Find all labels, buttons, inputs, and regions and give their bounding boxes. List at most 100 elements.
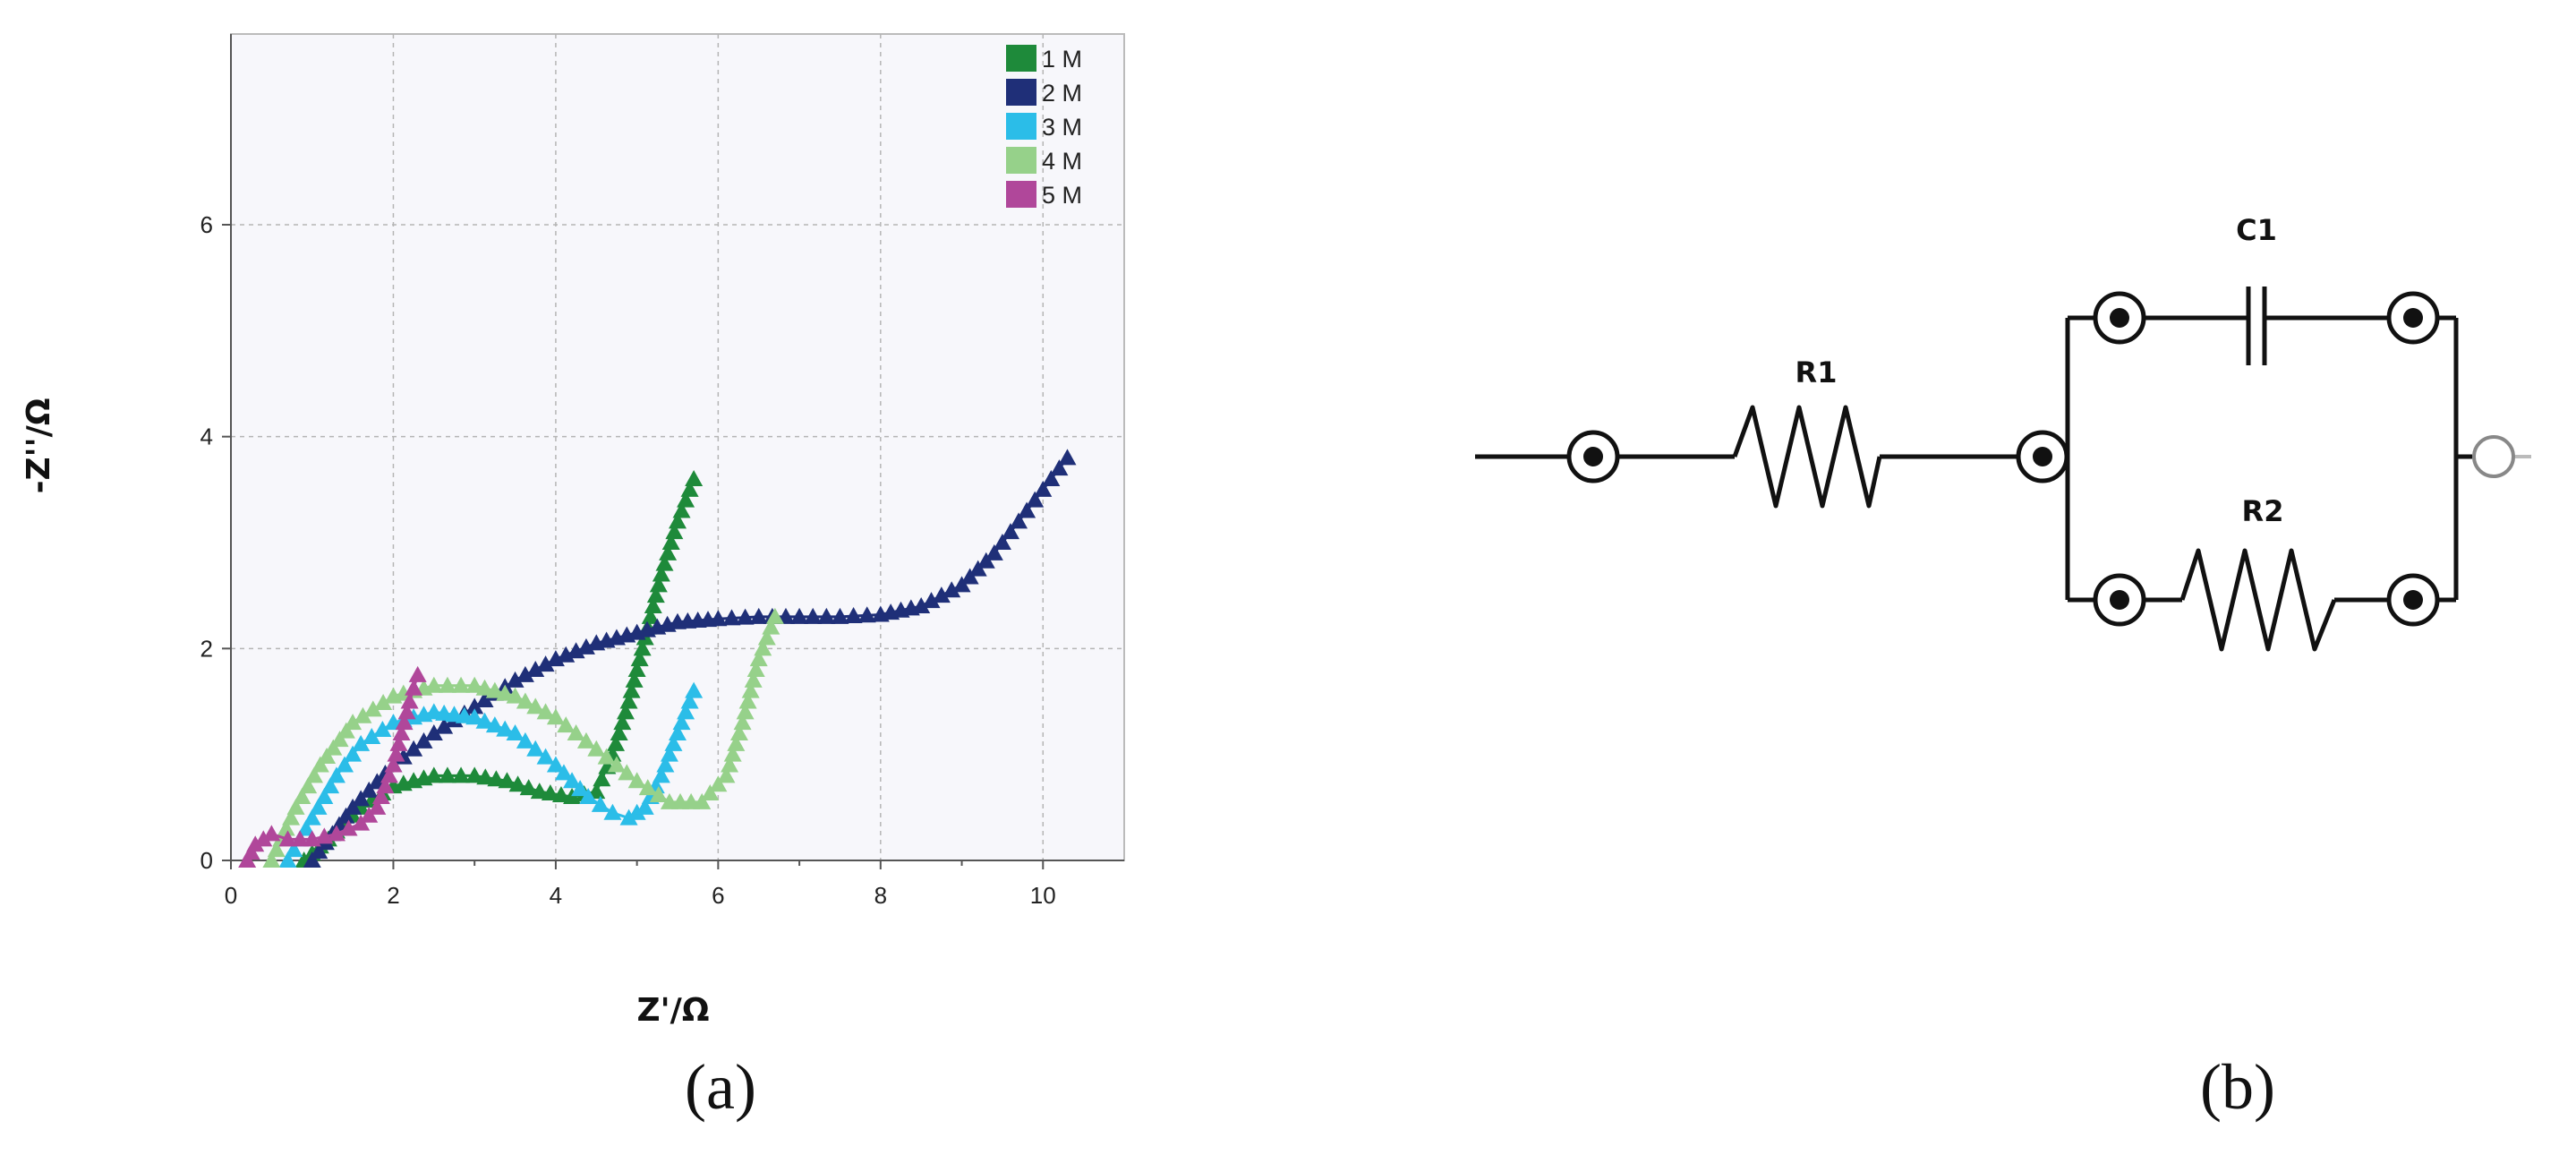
- data-point: [536, 748, 555, 765]
- panel-label-b: (b): [2200, 1051, 2275, 1123]
- data-point: [303, 851, 321, 868]
- data-point: [717, 766, 736, 783]
- data-point: [672, 501, 691, 518]
- series-5: [238, 665, 427, 868]
- data-point: [371, 788, 390, 804]
- y-tick-label: 2: [200, 635, 213, 662]
- data-point: [475, 679, 494, 696]
- data-point: [546, 756, 565, 773]
- data-point: [465, 708, 484, 725]
- data-point: [607, 756, 626, 773]
- data-point: [278, 830, 297, 847]
- data-point: [1050, 459, 1069, 476]
- legend-label: 1 M: [1042, 46, 1082, 73]
- grid: [231, 34, 1124, 860]
- data-point: [508, 775, 527, 792]
- data-point: [741, 681, 760, 698]
- data-point: [506, 687, 525, 704]
- legend-label: 5 M: [1042, 182, 1082, 209]
- data-point: [661, 534, 680, 550]
- x-tick-label: 2: [387, 882, 399, 909]
- data-point: [318, 748, 337, 765]
- data-point: [1026, 491, 1045, 508]
- terminal-node: [2386, 573, 2440, 627]
- data-point: [844, 607, 863, 624]
- data-point: [485, 716, 504, 733]
- data-point: [476, 768, 495, 785]
- x-tick-label: 8: [874, 882, 887, 909]
- legend-label: 2 M: [1042, 80, 1082, 107]
- data-point: [296, 819, 315, 836]
- data-point: [282, 808, 301, 826]
- data-point: [638, 779, 657, 796]
- data-point: [736, 608, 755, 625]
- x-tick-label: 10: [1030, 882, 1056, 909]
- data-point: [754, 639, 772, 656]
- data-point: [519, 779, 538, 796]
- legend-swatch: [1006, 79, 1036, 106]
- terminal-node: [2093, 291, 2146, 345]
- data-point: [680, 692, 699, 709]
- data-point: [603, 803, 622, 820]
- data-point: [669, 724, 687, 740]
- data-point: [993, 534, 1011, 550]
- data-point: [790, 607, 809, 624]
- data-point: [344, 714, 363, 731]
- data-point: [487, 770, 506, 787]
- data-point: [374, 693, 393, 710]
- data-point: [330, 731, 349, 748]
- x-tick-label: 4: [550, 882, 562, 909]
- data-point: [685, 681, 704, 698]
- data-point: [551, 786, 570, 803]
- data-point: [1010, 512, 1028, 529]
- data-point: [738, 692, 757, 709]
- data-point: [363, 700, 382, 717]
- data-point: [336, 756, 354, 773]
- data-point: [644, 597, 662, 613]
- label-c1: C1: [2236, 213, 2277, 247]
- y-axis-title: -Z''/Ω: [21, 398, 57, 494]
- data-point: [649, 786, 668, 803]
- data-point: [496, 684, 515, 701]
- data-point: [655, 554, 674, 571]
- legend-swatch: [1006, 181, 1036, 208]
- data-point: [665, 523, 684, 540]
- data-point: [424, 676, 443, 693]
- data-point: [536, 703, 555, 720]
- data-point: [729, 724, 748, 740]
- data-point: [475, 712, 494, 729]
- data-point: [405, 740, 423, 757]
- legend: 1 M 2 M 3 M 4 M 5 M: [1006, 45, 1082, 209]
- data-point: [526, 661, 545, 677]
- data-point: [557, 716, 576, 733]
- series-3: [278, 681, 704, 868]
- data-point: [733, 714, 752, 731]
- data-point: [278, 851, 297, 868]
- equivalent-circuit: [1475, 287, 2531, 652]
- data-point: [496, 720, 515, 737]
- data-point: [465, 697, 484, 714]
- data-point: [541, 784, 559, 801]
- data-point: [831, 607, 849, 624]
- data-point: [613, 714, 632, 731]
- data-point: [526, 697, 545, 714]
- data-point: [254, 830, 273, 847]
- data-point: [414, 732, 433, 749]
- data-point: [291, 830, 310, 847]
- data-point: [424, 766, 443, 783]
- data-point: [576, 732, 595, 749]
- data-point: [757, 629, 776, 646]
- series-2: [303, 449, 1077, 868]
- data-point: [567, 724, 585, 740]
- axes: [222, 34, 1124, 869]
- data-point: [597, 748, 616, 765]
- data-point: [641, 607, 660, 624]
- terminal-node: [2386, 291, 2440, 345]
- data-point: [516, 665, 534, 682]
- data-point: [285, 841, 303, 858]
- data-point: [618, 764, 636, 781]
- data-point: [627, 803, 646, 820]
- data-point: [912, 597, 931, 613]
- data-point: [857, 606, 876, 623]
- data-point: [652, 565, 670, 582]
